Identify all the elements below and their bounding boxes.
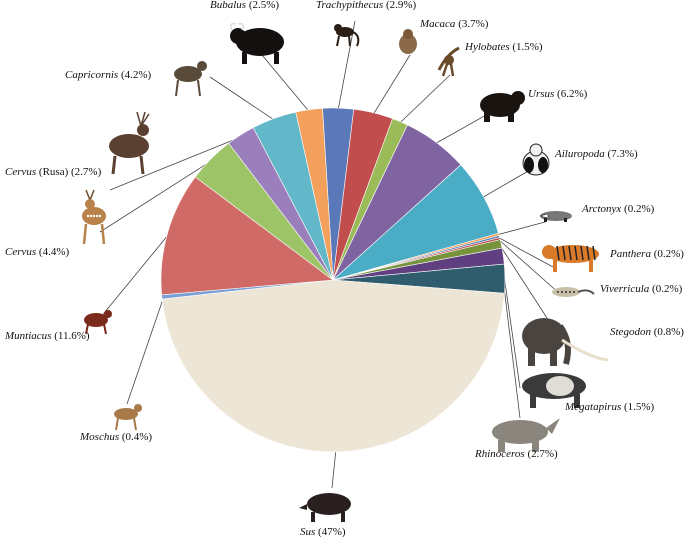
percent-value: (2.7%) bbox=[524, 448, 558, 460]
slice-label: Rhinoceros (2.7%) bbox=[475, 448, 558, 460]
monkey-icon bbox=[334, 24, 360, 47]
genus-name: Bubalus bbox=[210, 0, 247, 11]
leader-line bbox=[99, 233, 170, 319]
genus-name: Cervus bbox=[5, 166, 37, 178]
genus-name: Sus bbox=[300, 526, 316, 538]
macaque-icon bbox=[399, 29, 417, 54]
leader-line bbox=[261, 54, 310, 112]
slice-label: Hylobates (1.5%) bbox=[465, 41, 543, 53]
percent-value: (0.4%) bbox=[119, 431, 153, 443]
slice-label: Ursus (6.2%) bbox=[528, 88, 587, 100]
pie-slices bbox=[160, 107, 506, 453]
percent-value: (4.4%) bbox=[36, 246, 70, 258]
genus-name: Rhinoceros bbox=[475, 448, 525, 460]
tapir-icon bbox=[522, 373, 586, 408]
slice-label: Cervus (Rusa) (2.7%) bbox=[5, 166, 101, 178]
animal-silhouettes bbox=[82, 22, 609, 522]
boar-icon bbox=[299, 493, 351, 522]
leader-lines bbox=[99, 20, 561, 489]
percent-value: (47%) bbox=[315, 526, 346, 538]
panda-icon bbox=[522, 143, 550, 176]
leader-line bbox=[399, 74, 451, 124]
leader-line bbox=[497, 238, 561, 295]
spotted-deer-icon bbox=[82, 189, 106, 245]
leader-line bbox=[337, 20, 356, 111]
percent-value: (7.3%) bbox=[604, 148, 638, 160]
serow-icon bbox=[174, 61, 207, 97]
genus-name: Cervus bbox=[5, 246, 37, 258]
percent-value: (2.9%) bbox=[383, 0, 417, 11]
percent-value: (1.5%) bbox=[621, 401, 655, 413]
leader-line bbox=[372, 54, 411, 116]
civet-icon bbox=[552, 287, 595, 297]
pie-slice-sus bbox=[161, 279, 505, 453]
slice-label: Macaca (3.7%) bbox=[420, 18, 488, 30]
leader-line bbox=[209, 76, 275, 121]
percent-value: (0.2%) bbox=[621, 203, 655, 215]
leader-line bbox=[496, 221, 546, 236]
genus-name: Ailuropoda bbox=[555, 148, 605, 160]
muntjac-icon bbox=[84, 310, 112, 335]
percent-value: (1.5%) bbox=[509, 41, 543, 53]
genus-name: Ursus bbox=[528, 88, 555, 100]
percent-value: (2.5%) bbox=[246, 0, 280, 11]
genus-name: Macaca bbox=[420, 18, 456, 30]
genus-name: Panthera bbox=[610, 248, 651, 260]
tiger-icon bbox=[542, 245, 599, 272]
genus-name: Moschus bbox=[80, 431, 120, 443]
slice-label: Bubalus (2.5%) bbox=[210, 0, 279, 11]
leader-line bbox=[109, 136, 242, 191]
slice-label: Megatapirus (1.5%) bbox=[565, 401, 654, 413]
slice-label: Muntiacus (11.6%) bbox=[5, 330, 90, 342]
percent-value: (0.2%) bbox=[649, 283, 683, 295]
sambar-icon bbox=[109, 111, 150, 175]
slice-label: Stegodon (0.8%) bbox=[610, 326, 684, 338]
badger-icon bbox=[539, 211, 572, 222]
slice-label: Viverricula (0.2%) bbox=[600, 283, 682, 295]
genus-name: Hylobates bbox=[465, 41, 510, 53]
percent-value: (0.2%) bbox=[650, 248, 684, 260]
genus-name: Stegodon bbox=[610, 326, 651, 338]
percent-value: (4.2%) bbox=[118, 69, 152, 81]
rhinoceros-icon bbox=[492, 418, 560, 452]
genus-name: Muntiacus bbox=[5, 330, 52, 342]
genus-name: Trachypithecus bbox=[316, 0, 384, 11]
leader-line bbox=[502, 278, 521, 419]
pie-slice-muntiacus bbox=[160, 176, 334, 296]
musk-deer-icon bbox=[114, 404, 142, 431]
slice-label: Panthera (0.2%) bbox=[610, 248, 684, 260]
slice-label: Capricornis (4.2%) bbox=[65, 69, 151, 81]
slice-label: Cervus (4.4%) bbox=[5, 246, 69, 258]
pie-slice-bubalus bbox=[295, 108, 334, 281]
leader-line bbox=[497, 236, 554, 268]
leader-line bbox=[331, 449, 337, 489]
percent-value: (6.2%) bbox=[554, 88, 588, 100]
genus-name: Capricornis bbox=[65, 69, 119, 81]
percent-value: (3.7%) bbox=[455, 18, 489, 30]
gibbon-icon bbox=[437, 46, 460, 77]
percent-value: (2.7%) bbox=[68, 166, 102, 178]
bear-icon bbox=[480, 91, 525, 122]
buffalo-icon bbox=[229, 22, 284, 64]
slice-label: Sus (47%) bbox=[300, 526, 346, 538]
leader-line bbox=[99, 159, 213, 233]
leader-line bbox=[481, 169, 531, 199]
slice-label: Arctonyx (0.2%) bbox=[582, 203, 654, 215]
leader-line bbox=[498, 243, 548, 319]
elephant-icon bbox=[522, 318, 609, 366]
genus-suffix: (Rusa) bbox=[36, 166, 69, 178]
slice-label: Moschus (0.4%) bbox=[80, 431, 152, 443]
genus-name: Viverricula bbox=[600, 283, 650, 295]
slice-label: Trachypithecus (2.9%) bbox=[316, 0, 416, 11]
slice-label: Ailuropoda (7.3%) bbox=[555, 148, 638, 160]
percent-value: (11.6%) bbox=[51, 330, 90, 342]
genus-name: Arctonyx bbox=[582, 203, 622, 215]
percent-value: (0.8%) bbox=[650, 326, 684, 338]
leader-line bbox=[126, 296, 165, 405]
genus-name: Megatapirus bbox=[565, 401, 622, 413]
